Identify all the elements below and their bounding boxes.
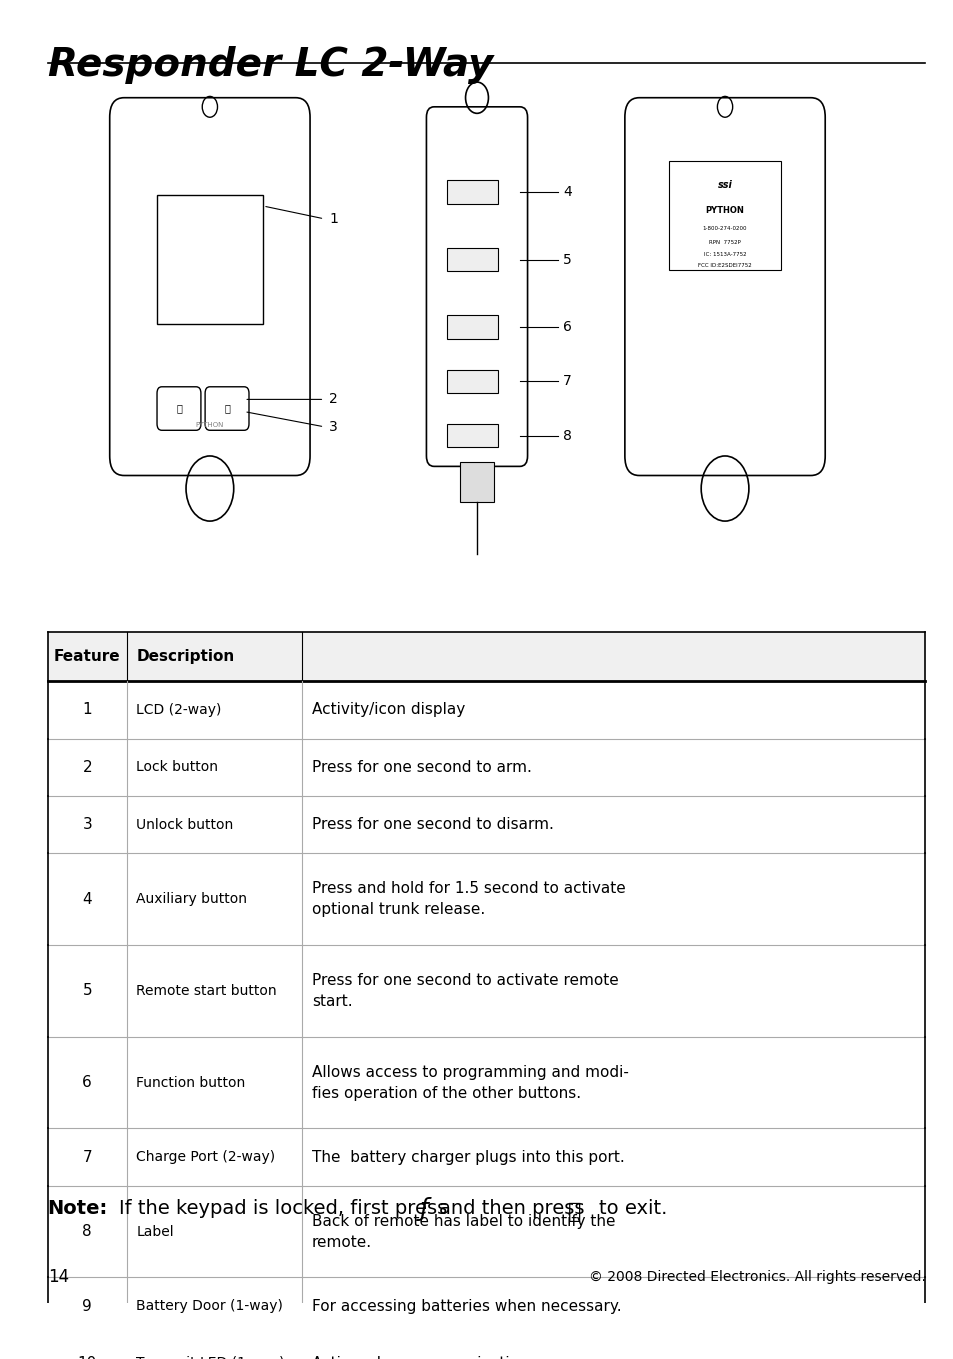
- Text: 8: 8: [562, 428, 571, 443]
- FancyBboxPatch shape: [110, 98, 310, 476]
- Text: Transmit LED (1-way): Transmit LED (1-way): [136, 1356, 284, 1359]
- Bar: [48, 1037, 924, 1128]
- Text: For accessing batteries when necessary.: For accessing batteries when necessary.: [312, 1299, 620, 1314]
- Text: Press for one second to activate remote
start.: Press for one second to activate remote …: [312, 973, 618, 1008]
- Text: Feature: Feature: [53, 650, 120, 665]
- Bar: [156, 196, 263, 323]
- Text: Remote start button: Remote start button: [136, 984, 276, 998]
- Text: Activity/icon display: Activity/icon display: [312, 703, 464, 718]
- Text: Auxiliary button: Auxiliary button: [136, 892, 247, 906]
- Bar: [446, 179, 497, 204]
- Text: 4: 4: [82, 892, 91, 906]
- Text: 3: 3: [329, 420, 337, 434]
- Bar: [446, 424, 497, 447]
- Text: Battery Door (1-way): Battery Door (1-way): [136, 1299, 283, 1313]
- Bar: [446, 315, 497, 340]
- Text: PYTHON: PYTHON: [705, 205, 743, 215]
- Text: 7: 7: [562, 375, 571, 389]
- Text: and then press: and then press: [438, 1200, 584, 1219]
- Bar: [48, 632, 924, 681]
- Text: Description: Description: [136, 650, 234, 665]
- Text: Label: Label: [136, 1224, 173, 1238]
- Text: Charge Port (2-way): Charge Port (2-way): [136, 1150, 275, 1165]
- Bar: [48, 739, 924, 796]
- Text: Back of remote has label to identify the
remote.: Back of remote has label to identify the…: [312, 1214, 615, 1250]
- Text: Function button: Function button: [136, 1075, 245, 1090]
- Text: 5: 5: [562, 253, 571, 266]
- Text: Press and hold for 1.5 second to activate
optional trunk release.: Press and hold for 1.5 second to activat…: [312, 881, 625, 917]
- Text: 10: 10: [77, 1356, 96, 1359]
- Text: Active when communicating: Active when communicating: [312, 1356, 528, 1359]
- Text: 1-800-274-0200: 1-800-274-0200: [702, 226, 746, 231]
- Text: 1: 1: [329, 212, 337, 226]
- Bar: [48, 681, 924, 739]
- Text: Press for one second to disarm.: Press for one second to disarm.: [312, 817, 553, 832]
- Text: Note:: Note:: [48, 1200, 108, 1219]
- Text: 4: 4: [562, 185, 571, 198]
- Text: 2: 2: [82, 760, 91, 775]
- Text: IC: 1513A-7752: IC: 1513A-7752: [703, 251, 745, 257]
- Bar: [48, 1186, 924, 1277]
- Text: 6: 6: [562, 321, 571, 334]
- Text: Allows access to programming and modi-
fies operation of the other buttons.: Allows access to programming and modi- f…: [312, 1064, 628, 1101]
- Text: 2: 2: [329, 393, 337, 406]
- Text: 1: 1: [82, 703, 91, 718]
- Text: FCC ID:E2SDEI7752: FCC ID:E2SDEI7752: [698, 262, 751, 268]
- FancyBboxPatch shape: [157, 387, 201, 431]
- Text: 6: 6: [82, 1075, 92, 1090]
- FancyBboxPatch shape: [624, 98, 824, 476]
- Bar: [48, 1128, 924, 1186]
- Text: ssi: ssi: [717, 181, 732, 190]
- Text: Lock button: Lock button: [136, 760, 218, 775]
- Bar: [446, 247, 497, 272]
- FancyBboxPatch shape: [205, 387, 249, 431]
- Bar: [48, 1277, 924, 1335]
- Bar: [48, 853, 924, 945]
- Text: 5: 5: [82, 984, 91, 999]
- Text: to exit.: to exit.: [598, 1200, 667, 1219]
- Text: 🔓: 🔓: [567, 1201, 580, 1222]
- Text: PYTHON: PYTHON: [195, 423, 224, 428]
- Bar: [446, 370, 497, 393]
- Text: If the keypad is locked, first press: If the keypad is locked, first press: [119, 1200, 447, 1219]
- Text: 🔒: 🔒: [176, 404, 182, 413]
- Text: 14: 14: [48, 1268, 69, 1286]
- Text: 7: 7: [82, 1150, 91, 1165]
- Text: Press for one second to arm.: Press for one second to arm.: [312, 760, 531, 775]
- Bar: [459, 462, 494, 501]
- Bar: [668, 162, 780, 269]
- Text: Responder LC 2-Way: Responder LC 2-Way: [48, 46, 493, 84]
- Text: RPN  7752P: RPN 7752P: [708, 241, 740, 245]
- Bar: [48, 796, 924, 853]
- Bar: [48, 945, 924, 1037]
- Text: Unlock button: Unlock button: [136, 818, 233, 832]
- Text: 🔑: 🔑: [224, 404, 230, 413]
- Text: 8: 8: [82, 1224, 91, 1239]
- Text: 9: 9: [82, 1299, 92, 1314]
- Text: LCD (2-way): LCD (2-way): [136, 703, 221, 718]
- Text: © 2008 Directed Electronics. All rights reserved.: © 2008 Directed Electronics. All rights …: [588, 1269, 924, 1284]
- Text: 3: 3: [82, 817, 92, 832]
- Text: ƒ: ƒ: [419, 1197, 428, 1220]
- FancyBboxPatch shape: [426, 107, 527, 466]
- Text: The  battery charger plugs into this port.: The battery charger plugs into this port…: [312, 1150, 624, 1165]
- Bar: [48, 1335, 924, 1359]
